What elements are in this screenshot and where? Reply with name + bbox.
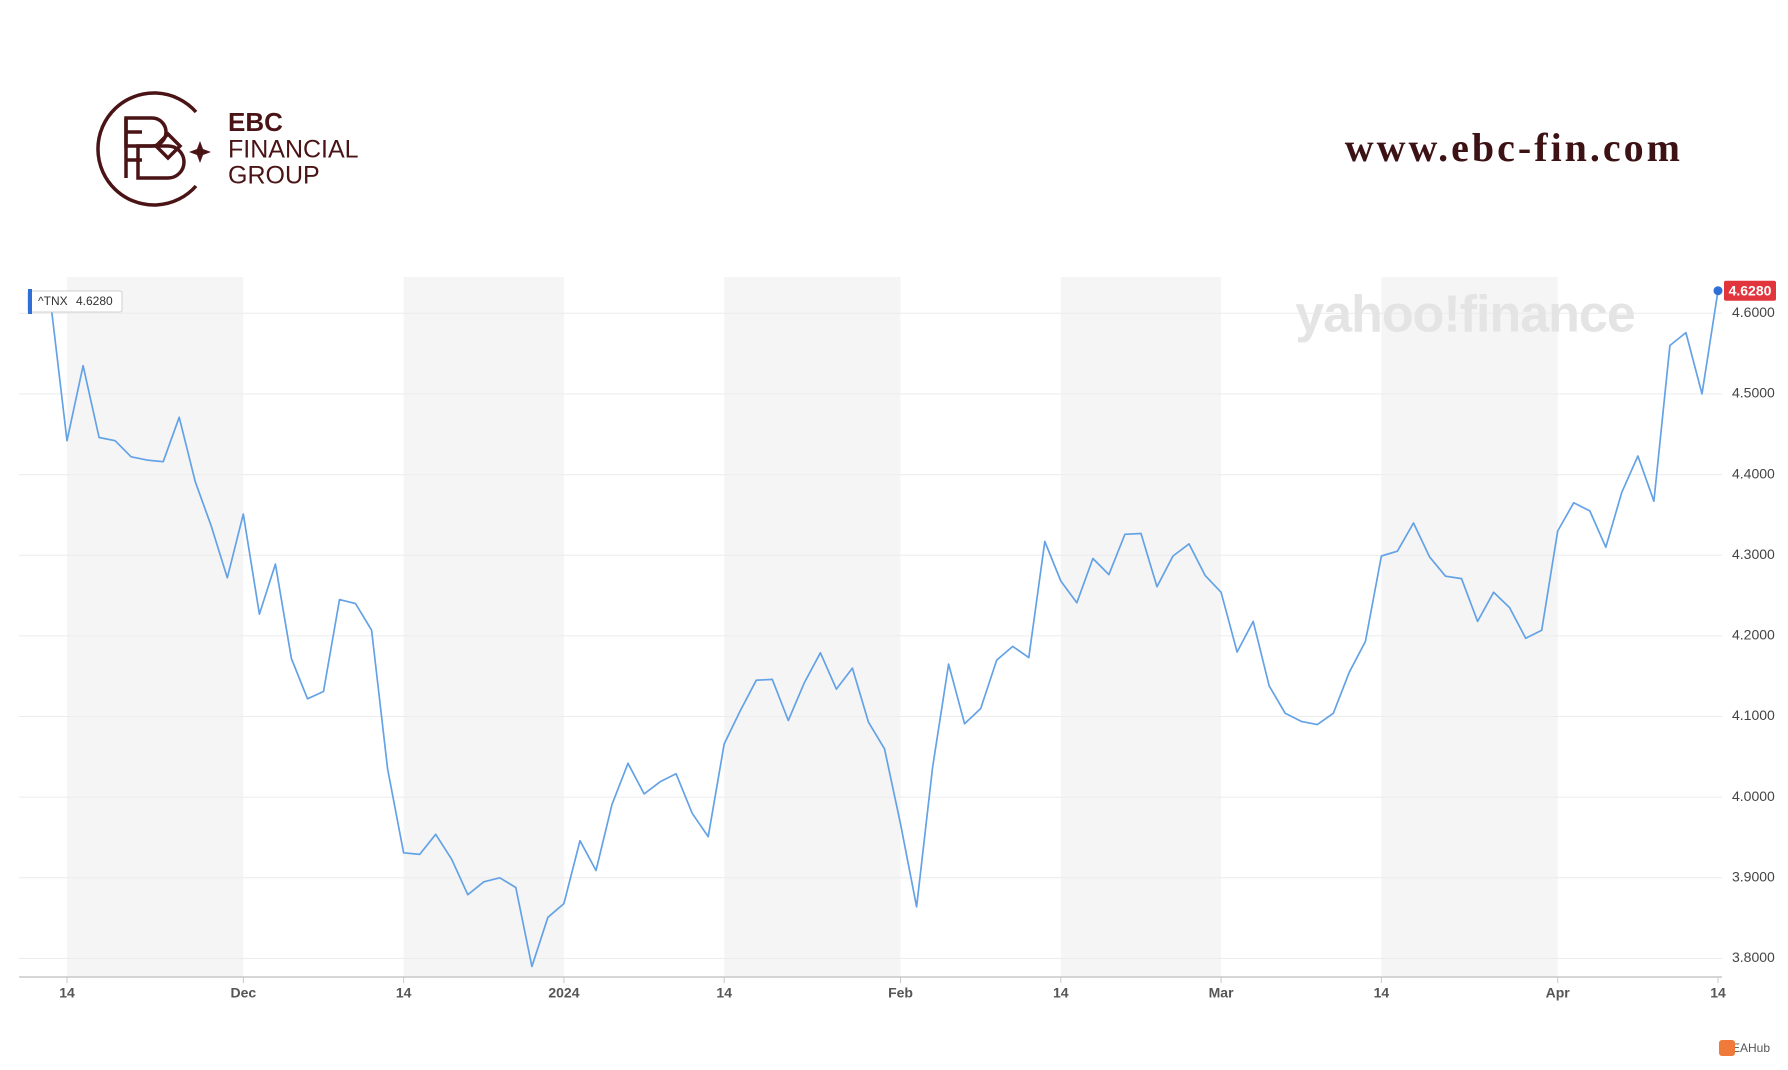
shaded-band xyxy=(1381,277,1558,977)
legend-value: 4.6280 xyxy=(76,294,113,308)
series-line xyxy=(50,290,1719,968)
y-tick-label: 4.2000 xyxy=(1732,627,1775,643)
y-tick-label: 4.1000 xyxy=(1732,707,1775,723)
x-tick-label: Apr xyxy=(1546,985,1571,1001)
x-tick-label: 14 xyxy=(1053,985,1069,1001)
x-tick-label: 14 xyxy=(716,985,732,1001)
end-dot xyxy=(1713,286,1723,296)
shaded-band xyxy=(403,277,564,977)
y-tick-label: 4.5000 xyxy=(1732,385,1775,401)
x-tick-label: Feb xyxy=(888,985,913,1001)
y-tick-label: 4.4000 xyxy=(1732,465,1775,481)
x-tick-label: 2024 xyxy=(548,985,579,1001)
logo-text: FINANCIAL xyxy=(228,136,359,164)
current-value-tag xyxy=(1724,280,1776,301)
shaded-band xyxy=(724,277,901,977)
legend-name: ^TNX xyxy=(38,294,68,308)
legend-swatch xyxy=(28,289,32,314)
x-tick-label: 14 xyxy=(1710,985,1726,1001)
x-tick-label: 14 xyxy=(396,985,412,1001)
shaded-band xyxy=(1060,277,1222,977)
shaded-band xyxy=(67,277,244,977)
x-tick-label: Mar xyxy=(1209,985,1234,1001)
current-value-label: 4.6280 xyxy=(1729,282,1772,298)
logo-text: EBC xyxy=(228,107,283,137)
y-tick-label: 4.6000 xyxy=(1732,304,1775,320)
y-tick-label: 4.3000 xyxy=(1732,546,1775,562)
x-tick-label: 14 xyxy=(1374,985,1390,1001)
y-tick-label: 3.8000 xyxy=(1732,949,1775,965)
footer-text: EAHub xyxy=(1732,1041,1770,1055)
x-tick-label: 14 xyxy=(59,985,75,1001)
footer-icon xyxy=(1719,1040,1735,1056)
y-tick-label: 4.0000 xyxy=(1732,788,1775,804)
y-tick-label: 3.9000 xyxy=(1732,869,1775,885)
x-tick-label: Dec xyxy=(231,985,257,1001)
site-url: www.ebc-fin.com xyxy=(1345,125,1683,170)
logo-star xyxy=(189,141,211,163)
logo-text: GROUP xyxy=(228,162,320,190)
logo-mark xyxy=(96,91,198,207)
watermark: yahoo!finance xyxy=(1295,286,1635,344)
